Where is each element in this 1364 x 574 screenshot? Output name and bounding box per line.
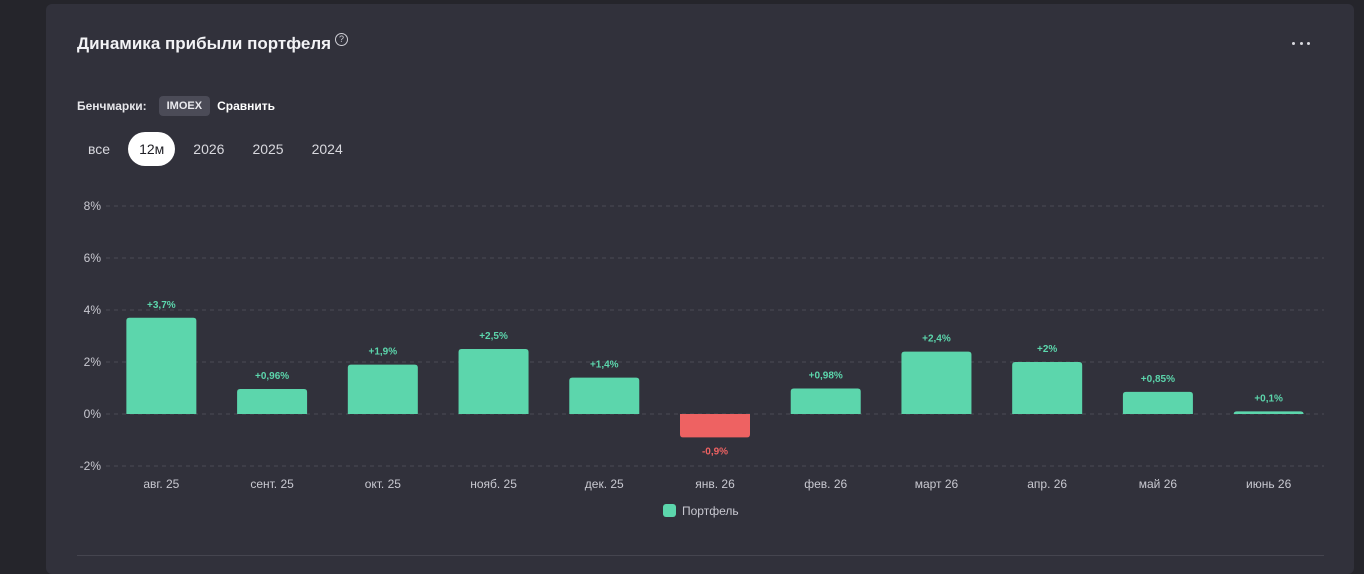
data-label: +0,96% [255,371,289,382]
x-tick-label: дек. 25 [585,477,624,491]
x-tick-label: янв. 26 [695,477,735,491]
data-label: +1,9% [368,347,397,358]
bar [1122,391,1193,414]
help-icon[interactable]: ? [335,33,349,46]
x-tick-label: нояб. 25 [470,477,517,491]
bar [790,388,861,414]
legend-swatch [663,504,676,517]
x-tick-label: июнь 26 [1246,477,1292,491]
bar [901,351,972,414]
profit-bar-chart: 8% 6% 4% 2% 0% -2% +3,7% авг. 25 +0,96% сент. 25 +… [80,199,1324,518]
benchmarks-row: Бенчмарки: IMOEX Сравнить [77,96,275,116]
x-tick-label: сент. 25 [250,477,294,491]
period-tabs: все 12м 2026 2025 2024 [78,132,361,166]
bar [569,377,640,414]
tab-2026[interactable]: 2026 [193,141,225,157]
data-label: -0,9% [702,446,728,457]
y-tick-label: 4% [84,303,102,317]
bar [680,414,750,438]
y-tick-label: 8% [84,199,102,213]
x-tick-label: март 26 [915,477,959,491]
dot-icon [1292,41,1295,45]
y-tick-label: 6% [84,251,102,265]
benchmarks-label: Бенчмарки: [77,99,147,113]
x-tick-label: окт. 25 [365,477,402,491]
y-tick-label: 2% [84,355,102,369]
data-label: +0,85% [1141,374,1175,385]
data-label: +1,4% [590,360,619,371]
x-tick-label: фев. 26 [804,477,847,491]
tab-2025[interactable]: 2025 [252,141,284,157]
bar [458,349,529,414]
divider [77,555,1324,556]
data-label: +2,5% [479,331,508,342]
tab-all[interactable]: все [88,141,111,157]
card-title: Динамика прибыли портфеля ? [77,33,349,54]
bar [126,317,197,414]
dot-icon [1307,41,1310,45]
data-label: +0,1% [1254,393,1283,404]
profit-dynamics-card: Динамика прибыли портфеля ? Бенчмарки: I… [46,4,1354,574]
more-options-button[interactable] [1292,36,1310,50]
tab-12m[interactable]: 12м [128,132,176,166]
bar [1233,411,1304,415]
data-label: +2% [1037,344,1057,355]
y-tick-label: 0% [84,407,102,421]
tab-2024[interactable]: 2024 [311,141,343,157]
bar [347,364,418,414]
x-tick-label: апр. 26 [1027,477,1067,491]
page-title: Динамика прибыли портфеля [77,34,332,53]
data-label: +2,4% [922,334,951,345]
data-label: +0,98% [809,371,843,382]
dot-icon [1299,41,1303,45]
compare-button[interactable]: Сравнить [217,99,276,113]
benchmark-chip-imoex[interactable]: IMOEX [158,96,211,116]
y-tick-label: -2% [80,459,102,473]
legend-label: Портфель [682,504,739,518]
x-tick-label: май 26 [1139,477,1178,491]
bar [237,389,308,414]
x-tick-label: авг. 25 [143,477,179,491]
bar [1012,362,1083,414]
data-label: +3,7% [147,300,176,311]
